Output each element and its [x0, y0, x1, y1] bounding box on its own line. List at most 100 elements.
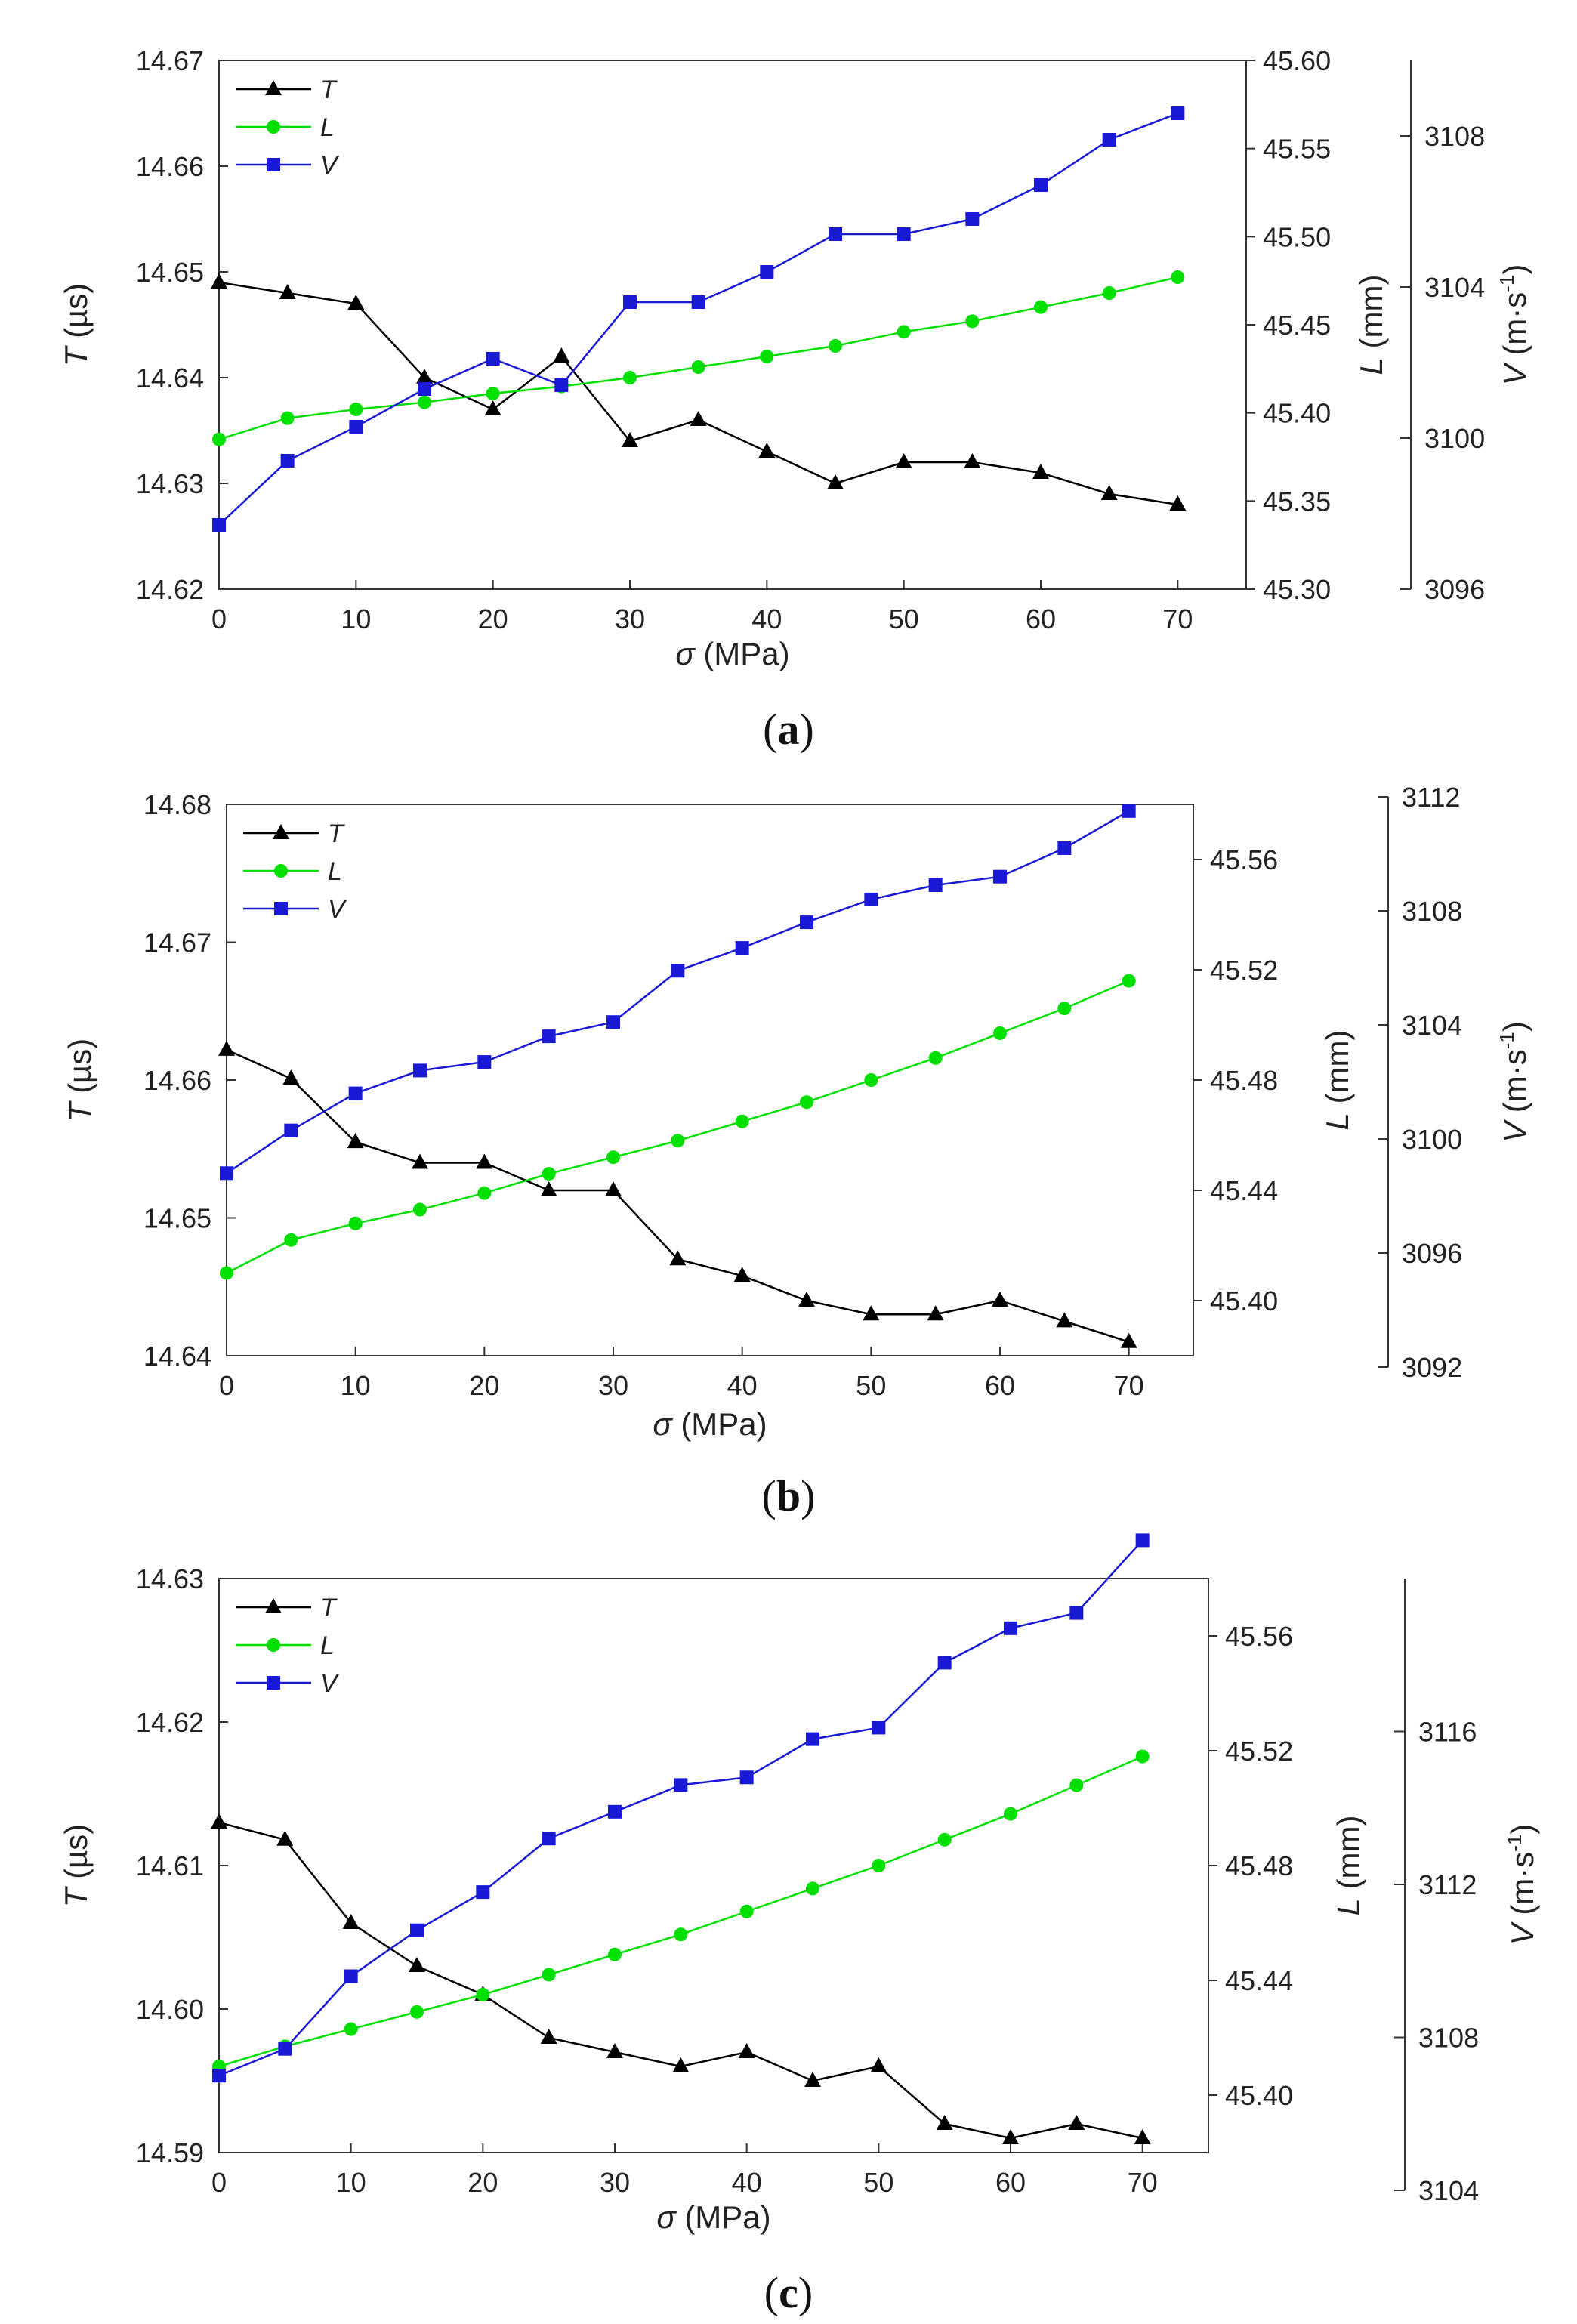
caption-close: ) [798, 2268, 813, 2317]
data-point-T-60 [992, 1292, 1008, 1307]
caption-close: ) [800, 705, 814, 754]
v-tick-label: 3112 [1418, 1869, 1477, 1900]
t-tick-label: 14.64 [136, 363, 204, 394]
data-point-L-55 [928, 1051, 943, 1065]
data-point-V-45 [800, 915, 813, 930]
data-point-V-55 [928, 878, 943, 893]
legend-label-V: V [320, 151, 340, 180]
x-tick-label: 50 [856, 1370, 886, 1401]
data-point-T-70 [1120, 1332, 1137, 1348]
x-axis-symbol: σ [653, 1406, 673, 1442]
data-point-L-60 [1034, 300, 1048, 314]
data-point-V-65 [1069, 1606, 1084, 1620]
t-tick-label: 14.66 [136, 151, 204, 182]
t-axis-label: T (µs) [58, 1824, 94, 1908]
data-point-T-25 [553, 347, 570, 363]
l-tick-label: 45.44 [1225, 1965, 1293, 1996]
data-point-L-65 [1102, 286, 1116, 300]
v-axis-superscript: -1 [1503, 1835, 1526, 1852]
data-point-L-50 [864, 1073, 878, 1087]
caption-open: ( [764, 2268, 779, 2317]
data-point-L-0 [212, 432, 226, 446]
data-point-T-65 [1056, 1312, 1073, 1328]
legend: TLV [243, 819, 347, 924]
data-point-T-65 [1068, 2115, 1085, 2130]
t-tick-label: 14.65 [136, 257, 204, 288]
data-point-T-40 [733, 1267, 751, 1282]
data-point-L-10 [349, 403, 363, 416]
data-point-V-5 [284, 1123, 298, 1137]
data-point-L-50 [897, 325, 911, 339]
data-point-V-65 [1102, 133, 1116, 147]
series-line-L [226, 980, 1130, 1274]
series-L [220, 974, 1136, 1280]
v-tick-label: 3104 [1402, 1010, 1462, 1041]
l-axis-label: L (mm) [1331, 1816, 1366, 1916]
data-point-V-45 [806, 1732, 819, 1746]
t-axis-unit: (µs) [58, 283, 94, 347]
v-tick-label: 3108 [1402, 896, 1462, 927]
data-point-T-65 [1100, 485, 1118, 500]
legend-marker-T [273, 824, 289, 839]
x-tick-label: 40 [727, 1370, 758, 1401]
legend-label-T: T [328, 819, 345, 848]
data-point-T-40 [738, 2043, 755, 2058]
data-point-L-45 [829, 339, 842, 353]
x-tick-label: 70 [1162, 603, 1193, 634]
l-tick-label: 45.35 [1263, 486, 1331, 517]
legend-label-T: T [320, 1594, 338, 1622]
t-tick-label: 14.60 [136, 1994, 204, 2025]
v-axis-unit: (m·s [1497, 292, 1532, 365]
panel-caption: (b) [762, 1471, 816, 1520]
data-point-L-35 [674, 1927, 688, 1942]
v-axis-superscript: -1 [1495, 275, 1518, 292]
v-tick-label: 3104 [1418, 2175, 1479, 2206]
v-axis-superscript: -1 [1495, 1032, 1518, 1049]
caption-open: ( [762, 1471, 776, 1520]
data-point-L-20 [486, 387, 500, 400]
data-point-T-15 [409, 1957, 425, 1972]
data-point-T-45 [804, 2072, 821, 2087]
x-tick-label: 30 [600, 2167, 630, 2198]
v-tick-label: 3108 [1424, 121, 1485, 152]
legend-marker-L [274, 864, 288, 878]
data-point-V-30 [606, 1015, 620, 1029]
data-point-V-40 [760, 265, 774, 279]
v-tick-label: 3116 [1418, 1717, 1477, 1748]
v-tick-label: 3096 [1402, 1238, 1462, 1269]
chart-panel-c: 0 10 20 30 40 50 60 70 σ (MPa) 14.59 14.60 14.61 14.… [58, 1533, 1540, 2317]
data-point-T-0 [211, 1813, 227, 1829]
t-axis-label: T (µs) [58, 283, 94, 367]
t-tick-label: 14.66 [144, 1065, 211, 1096]
v-tick-label: 3104 [1424, 272, 1485, 303]
data-point-V-25 [542, 1832, 556, 1846]
series-line-L [218, 1755, 1143, 2068]
l-tick-label: 45.56 [1225, 1621, 1293, 1652]
data-point-V-25 [554, 378, 569, 392]
data-point-T-55 [936, 2115, 953, 2130]
legend-marker-T [265, 80, 282, 95]
data-point-L-20 [477, 1186, 492, 1200]
plot-frame [218, 1578, 1209, 2153]
series-T [211, 273, 1187, 511]
x-tick-label: 10 [336, 2167, 366, 2198]
l-axis-unit: (mm) [1331, 1816, 1366, 1899]
legend-label-L: L [320, 1631, 335, 1660]
data-point-T-30 [622, 432, 638, 447]
data-point-V-30 [608, 1804, 622, 1819]
v-axis-close: ) [1497, 264, 1532, 275]
series-line-V [226, 810, 1130, 1174]
data-point-L-65 [1069, 1778, 1084, 1792]
l-tick-label: 45.52 [1225, 1736, 1293, 1767]
data-point-V-5 [280, 454, 295, 468]
data-point-V-60 [1004, 1621, 1017, 1635]
chart-panel-a: 0 10 20 30 40 50 60 70 σ (MPa) 14.62 14.63 14.64 14.… [58, 45, 1532, 754]
data-point-V-70 [1135, 1533, 1150, 1548]
series-line-V [218, 1539, 1143, 2077]
data-point-V-10 [344, 1969, 358, 1983]
data-point-V-0 [212, 2069, 226, 2083]
x-tick-label: 0 [219, 1370, 234, 1401]
x-tick-label: 60 [1026, 603, 1056, 634]
l-tick-label: 45.50 [1263, 221, 1331, 252]
data-point-V-35 [671, 964, 685, 978]
